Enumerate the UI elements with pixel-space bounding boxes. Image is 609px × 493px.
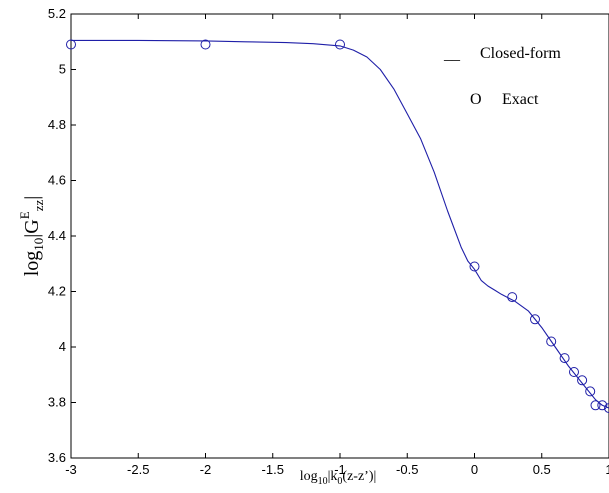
exact-point [546, 336, 557, 347]
exact-point [507, 292, 518, 303]
y-label-body-sub: zz [31, 200, 46, 212]
exact-point [577, 375, 588, 386]
exact-point [469, 261, 480, 272]
exact-point [597, 400, 608, 411]
exact-point [530, 314, 540, 325]
exact-point [569, 367, 579, 377]
exact-point [335, 39, 345, 50]
x-tick-label: -1.5 [262, 462, 284, 477]
y-tick-label: 4.6 [48, 173, 66, 188]
legend-line-marker: __ [443, 46, 461, 63]
x-tick-label: 0 [471, 462, 478, 477]
x-tick-label: -1 [334, 462, 346, 477]
legend: __ Closed-form O Exact [443, 45, 561, 108]
x-tick-label: 0.5 [533, 462, 551, 477]
y-label-prefix-sub: 10 [31, 238, 46, 251]
y-label-prefix: log [21, 251, 43, 277]
x-label-body-end: (z-z’)| [342, 469, 376, 484]
y-axis-label: log10|GEzz| [17, 196, 46, 277]
exact-point [590, 400, 601, 411]
exact-point [200, 39, 211, 50]
y-tick-label: 3.8 [48, 395, 66, 410]
x-label-prefix: log [300, 469, 318, 484]
legend-label-exact: Exact [502, 91, 539, 108]
exact-point [585, 386, 596, 397]
y-label-body-start: |G [21, 219, 43, 237]
y-tick-label: 4.8 [48, 117, 66, 132]
legend-label-closed-form: Closed-form [480, 45, 561, 62]
y-label-body-end: | [21, 196, 43, 200]
x-label-prefix-sub: 10 [318, 476, 328, 487]
ticks-layer: -3 -2.5 -2 -1.5 -1 -0.5 0 0.5 1 3.6 3.8 4 4.2 4.4 4.6 4… [48, 6, 609, 477]
x-tick-label: -2.5 [127, 462, 149, 477]
plot-area [70, 13, 609, 459]
x-label-body-start: |k [328, 469, 338, 484]
y-tick-label: 3.6 [48, 450, 66, 465]
x-tick-label: -0.5 [396, 462, 418, 477]
x-tick-label: 1 [605, 462, 609, 477]
x-tick-label: -2 [200, 462, 212, 477]
x-tick-label: -3 [65, 462, 77, 477]
series-layer [66, 39, 609, 414]
y-tick-label: 5.2 [48, 6, 66, 21]
y-tick-label: 4.2 [48, 284, 66, 299]
exact-point [604, 403, 609, 414]
y-label-body-sup: E [17, 211, 32, 219]
x-label-body-sub: 0 [337, 476, 342, 487]
exact-point [559, 353, 570, 364]
exact-point [66, 39, 76, 50]
x-axis-label: log10|k0(z-z’)| [300, 469, 377, 487]
closed-form-line [71, 39, 609, 409]
legend-circle-marker: O [470, 91, 482, 108]
y-tick-label: 4.4 [48, 228, 66, 243]
y-tick-label: 5 [59, 62, 66, 77]
y-tick-label: 4 [59, 339, 66, 354]
